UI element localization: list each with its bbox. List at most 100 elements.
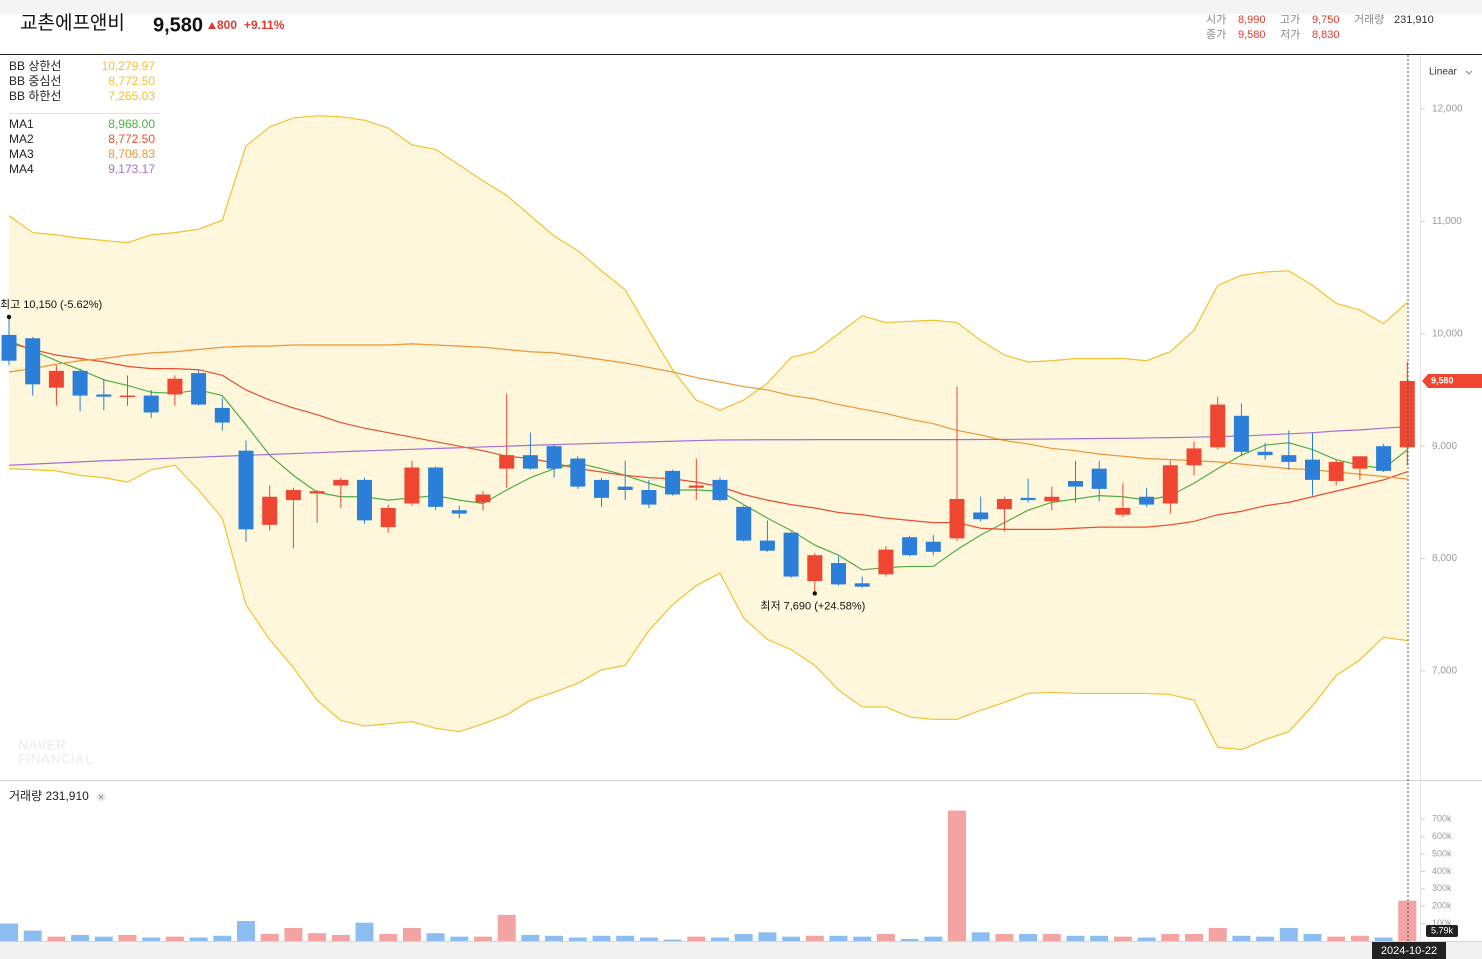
stock-price: 9,580 — [153, 14, 203, 36]
volume-bar — [474, 936, 492, 941]
volume-bar — [1042, 934, 1061, 941]
close-icon-x[interactable] — [98, 794, 104, 800]
volume-bar — [284, 927, 303, 941]
volume-bar — [118, 934, 137, 941]
volume-bar — [782, 936, 801, 941]
candle-body — [143, 395, 159, 413]
volume-bar — [1019, 934, 1038, 941]
annotation-label: 최저 7,690 (+24.58%) — [760, 599, 865, 612]
candle-body — [1186, 448, 1202, 466]
cursor-date-box — [1372, 942, 1446, 959]
y-tick-label: 10,000 — [1432, 328, 1463, 339]
legend-name: MA3 — [9, 147, 34, 161]
legend-value: 8,772.50 — [108, 132, 155, 146]
legend-value: 10,279.97 — [102, 59, 156, 73]
stock-name: 교촌에프앤비 — [20, 12, 125, 34]
volume-bar — [260, 934, 279, 941]
volume-bar — [1303, 934, 1322, 941]
candle-body — [285, 490, 301, 501]
volume-bar — [497, 914, 516, 941]
legend-name: MA4 — [9, 162, 34, 176]
candle-body — [214, 407, 230, 423]
scale-chevron[interactable] — [1465, 70, 1473, 75]
watermark: NAVER — [18, 737, 66, 753]
candle-body — [72, 370, 88, 396]
volume-bar — [876, 934, 895, 941]
candle-body — [428, 467, 444, 507]
volume-bar — [1161, 934, 1180, 941]
volume-title: 거래량 231,910 — [9, 789, 89, 803]
price-change-pct: +9.11% — [244, 18, 285, 32]
volume-bar — [734, 934, 753, 941]
candle-body — [688, 485, 704, 488]
volume-tick-label: 200k — [1432, 901, 1452, 911]
candle-body — [546, 446, 562, 469]
candle-body — [594, 479, 609, 498]
candle-body — [1328, 461, 1344, 482]
legend-name: BB 상한선 — [9, 59, 61, 73]
candle-body — [902, 537, 918, 556]
volume-bar — [663, 939, 682, 941]
indicator-line — [8, 342, 1408, 530]
volume-bar — [308, 933, 327, 941]
volume-bar — [853, 936, 872, 941]
date-axis-band — [0, 941, 1482, 959]
candle-body — [451, 510, 467, 514]
price-tag — [1422, 373, 1482, 388]
quote-key: 거래량 — [1354, 13, 1384, 26]
candle-body — [25, 338, 41, 385]
candle-body — [1139, 496, 1155, 505]
volume-bar — [1327, 936, 1346, 941]
volume-bar — [1374, 937, 1393, 941]
legend-value: 7,265.03 — [108, 89, 155, 103]
candle-body — [783, 532, 799, 577]
candle-body — [1, 334, 17, 361]
candle-body — [878, 549, 894, 575]
candle-body — [1044, 496, 1060, 502]
volume-bar — [639, 937, 658, 941]
volume-bar — [1350, 935, 1369, 941]
scale-mode[interactable]: Linear — [1429, 67, 1457, 78]
legend-name: BB 하한선 — [9, 89, 61, 103]
indicator-line — [8, 464, 1408, 751]
volume-bar — [805, 935, 824, 941]
candle-body — [996, 498, 1012, 510]
quote-value: 231,910 — [1394, 14, 1434, 26]
candle-body — [1257, 451, 1273, 456]
price-tag-label: 9,580 — [1431, 375, 1454, 385]
candle-body — [641, 490, 657, 505]
quote-value: 8,830 — [1312, 29, 1340, 41]
y-tick-label: 9,000 — [1432, 441, 1457, 452]
volume-bar — [331, 934, 350, 941]
candle-body — [1281, 455, 1297, 462]
volume-bar — [971, 932, 990, 941]
volume-bar — [450, 936, 469, 941]
volume-bar — [94, 936, 113, 941]
volume-bar — [829, 935, 848, 941]
candle-body — [1162, 465, 1178, 504]
y-tick-label: 7,000 — [1432, 666, 1457, 677]
top-strip — [0, 0, 1482, 14]
candle-body — [167, 378, 183, 395]
legend-value: 9,173.17 — [108, 162, 155, 176]
volume-tick-label: 500k — [1432, 848, 1452, 858]
volume-bar — [355, 922, 374, 941]
candle-body — [475, 494, 491, 503]
candle-body — [1399, 380, 1415, 448]
candle-body — [807, 555, 823, 582]
quote-key: 고가 — [1280, 13, 1300, 26]
volume-bar — [189, 937, 208, 941]
candle-body — [831, 563, 846, 585]
volume-cursor-label: 5.79k — [1431, 925, 1454, 935]
bb-fill — [9, 115, 1408, 750]
volume-bar — [402, 927, 421, 941]
candle-body — [1091, 468, 1107, 489]
candle-body — [1376, 446, 1392, 471]
annotation-label: 최고 10,150 (-5.62%) — [0, 298, 102, 311]
candle-body — [48, 370, 64, 388]
price-change: 800 — [217, 18, 237, 32]
legend-name: MA1 — [9, 117, 34, 131]
y-tick-label: 8,000 — [1432, 553, 1457, 564]
volume-tick-label: 100k — [1432, 918, 1452, 928]
candle-body — [333, 479, 349, 486]
